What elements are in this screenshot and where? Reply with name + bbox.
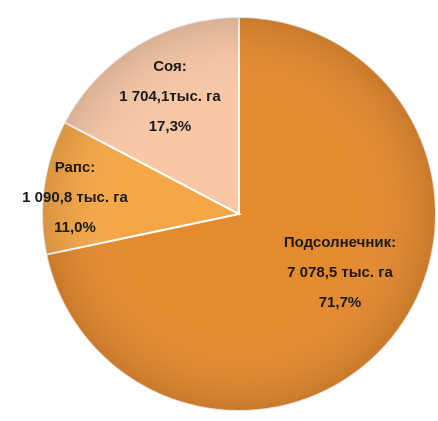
slice-percent-label: 71,7%	[319, 294, 362, 311]
slice-area-label: 7 078,5 тыс. га	[287, 264, 393, 281]
slice-category-label: Подсолнечник:	[284, 234, 396, 251]
slice-area-label: 1 704,1тыс. га	[119, 88, 221, 105]
slice-area-label: 1 090,8 тыс. га	[22, 189, 128, 206]
slice-percent-label: 11,0%	[54, 219, 96, 236]
slice-category-label: Соя:	[153, 58, 187, 75]
slice-category-label: Рапс:	[55, 159, 96, 176]
slice-percent-label: 17,3%	[149, 118, 192, 135]
